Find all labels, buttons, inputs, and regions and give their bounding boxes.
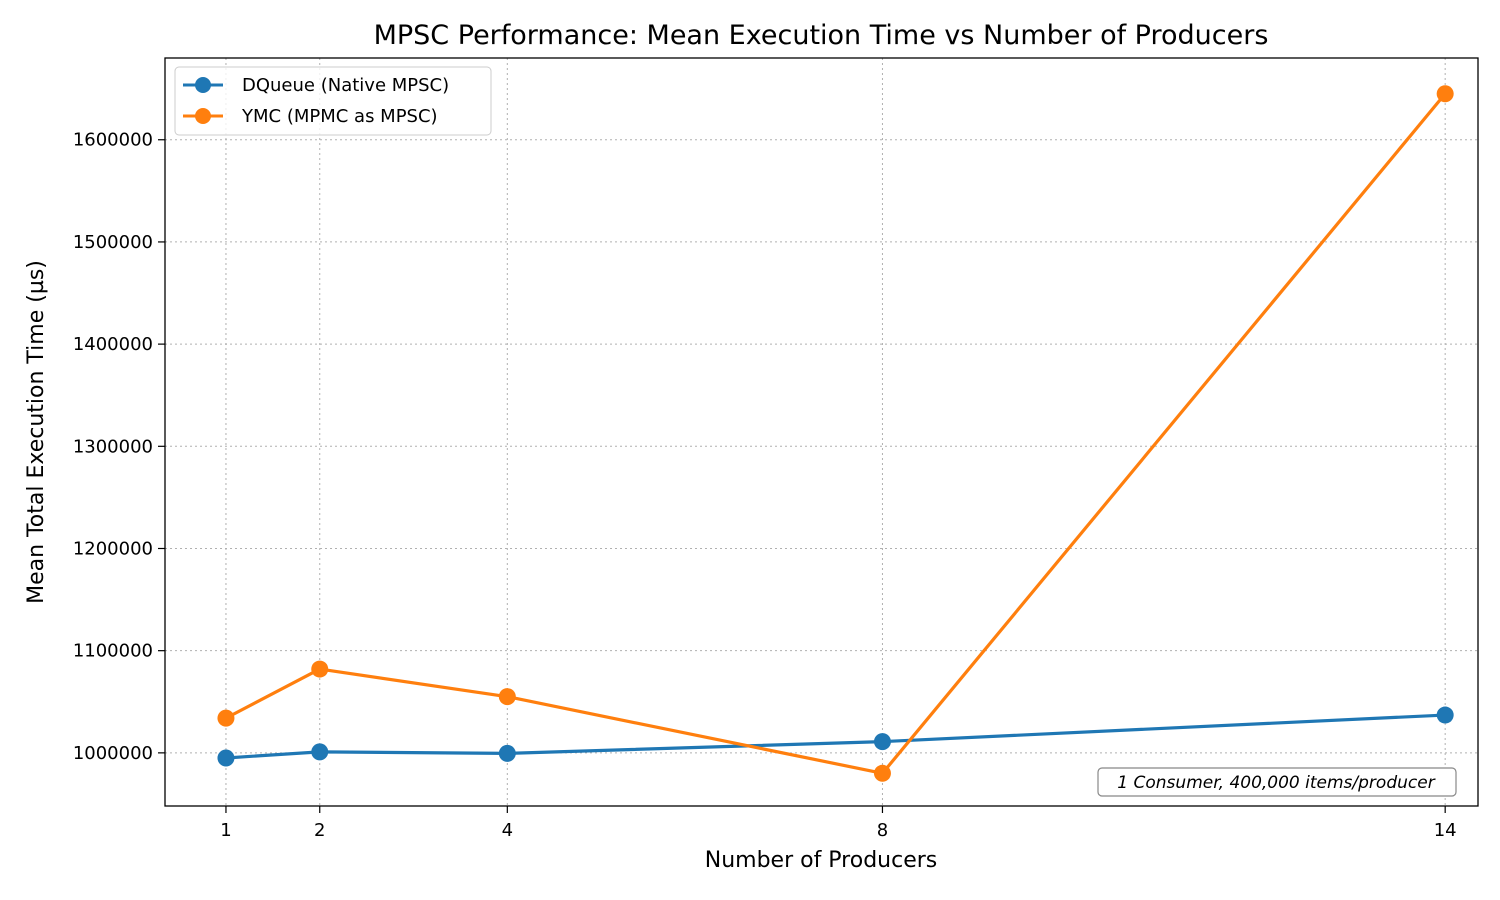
chart-title: MPSC Performance: Mean Execution Time vs…: [374, 20, 1269, 51]
data-point-ymc: [217, 709, 235, 727]
series-layer: [217, 85, 1454, 782]
legend-box: [174, 66, 492, 136]
legend: DQueue (Native MPSC) YMC (MPMC as MPSC): [174, 66, 492, 136]
data-point-dqueue: [873, 733, 891, 751]
legend-label-dqueue: DQueue (Native MPSC): [242, 75, 449, 96]
annotation-text: 1 Consumer, 400,000 items/producer: [1117, 773, 1435, 793]
legend-label-ymc: YMC (MPMC as MPSC): [241, 106, 438, 127]
y-tick-label: 1600000: [73, 130, 153, 151]
annotation-box: 1 Consumer, 400,000 items/producer: [1097, 767, 1457, 797]
y-tick-label: 1000000: [73, 743, 153, 764]
x-tick-label: 1: [220, 820, 231, 841]
grid-lines: [165, 58, 1478, 806]
data-point-dqueue: [217, 749, 235, 767]
y-tick-label: 1500000: [73, 232, 153, 253]
x-tick-label: 4: [502, 820, 513, 841]
data-point-ymc: [498, 688, 516, 706]
data-point-ymc: [873, 764, 891, 782]
plot-frame: [164, 57, 1479, 807]
data-point-dqueue: [1436, 706, 1454, 724]
y-tick-label: 1200000: [73, 538, 153, 559]
y-tick-label: 1300000: [73, 436, 153, 457]
legend-marker-ymc: [195, 108, 211, 124]
annotation-frame: [1097, 767, 1457, 797]
data-point-ymc: [311, 660, 329, 678]
data-point-ymc: [1436, 85, 1454, 103]
x-tick-label: 8: [877, 820, 888, 841]
data-point-dqueue: [311, 743, 329, 761]
legend-marker-dqueue: [195, 77, 211, 93]
y-tick-label: 1400000: [73, 334, 153, 355]
x-tick-label: 14: [1434, 820, 1457, 841]
y-axis-label: Mean Total Execution Time (µs): [24, 260, 49, 604]
x-axis-ticks: 1 2 4 8 14: [220, 806, 1457, 841]
data-point-dqueue: [498, 744, 516, 762]
x-axis-label: Number of Producers: [705, 848, 938, 873]
y-tick-label: 1100000: [73, 641, 153, 662]
x-tick-label: 2: [314, 820, 325, 841]
y-axis-ticks: 1000000 1100000 1200000 1300000 1400000 15000…: [73, 130, 165, 764]
